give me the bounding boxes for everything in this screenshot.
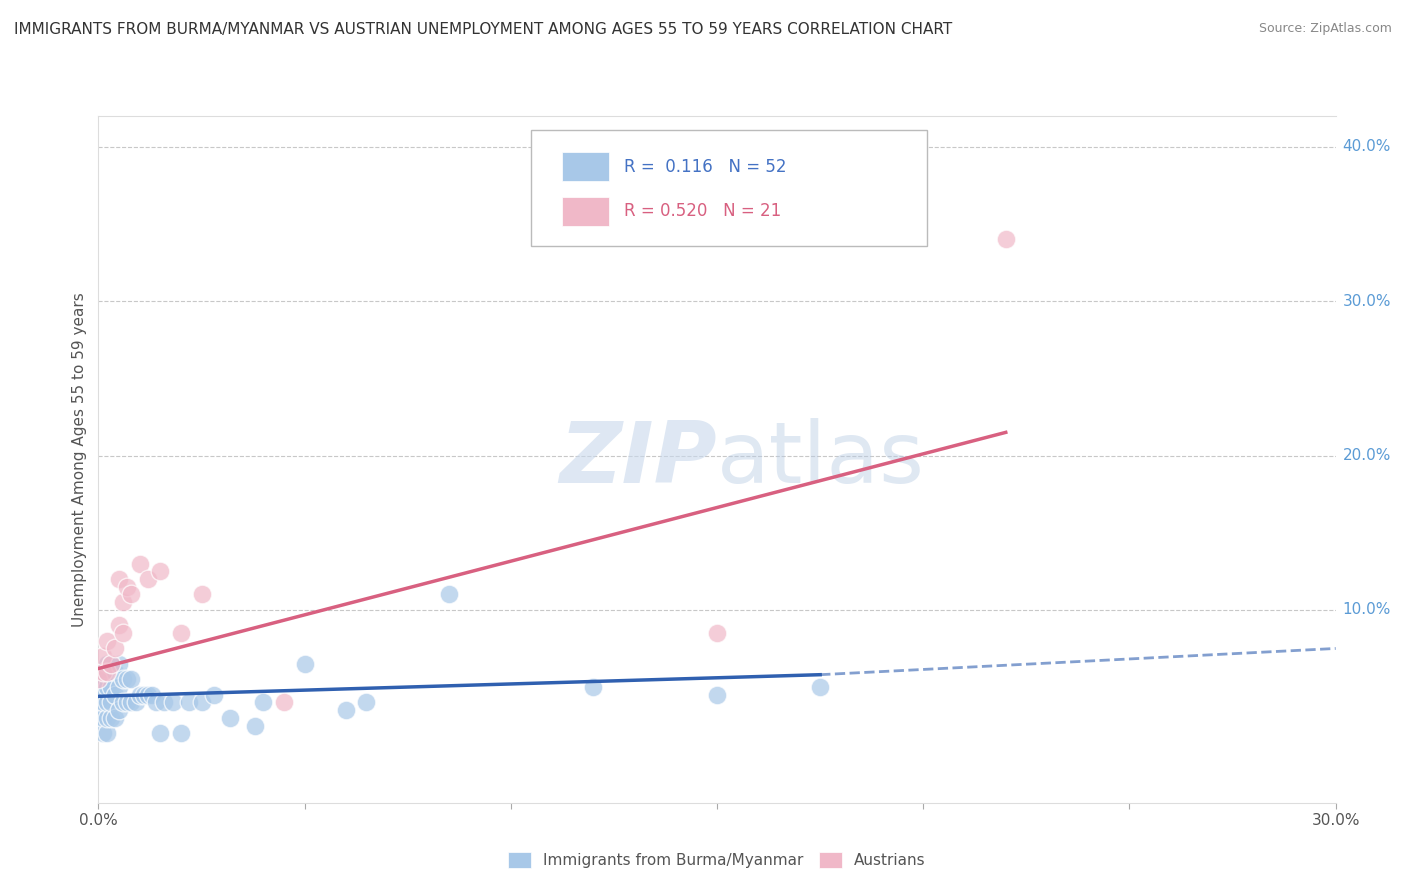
Point: [120, 587, 142, 601]
Point: [141, 688, 163, 702]
Text: Source: ZipAtlas.com: Source: ZipAtlas.com: [1258, 22, 1392, 36]
Point: [124, 696, 146, 710]
Point: [117, 696, 139, 710]
FancyBboxPatch shape: [531, 129, 928, 246]
Point: [100, 657, 122, 671]
Text: 40.0%: 40.0%: [1343, 139, 1391, 154]
Point: [273, 696, 295, 710]
Point: [582, 680, 605, 694]
Text: R = 0.520   N = 21: R = 0.520 N = 21: [624, 202, 782, 220]
Point: [91, 649, 114, 664]
Point: [108, 657, 131, 671]
Point: [87, 673, 110, 687]
Point: [145, 696, 167, 710]
Point: [252, 696, 274, 710]
Point: [117, 673, 139, 687]
Point: [117, 580, 139, 594]
Point: [162, 696, 184, 710]
Point: [136, 688, 159, 702]
Point: [190, 696, 212, 710]
Point: [149, 726, 172, 740]
Point: [170, 626, 193, 640]
Point: [91, 696, 114, 710]
Point: [112, 626, 135, 640]
Point: [170, 726, 193, 740]
Point: [202, 688, 225, 702]
Point: [108, 680, 131, 694]
Point: [128, 688, 150, 702]
Text: IMMIGRANTS FROM BURMA/MYANMAR VS AUSTRIAN UNEMPLOYMENT AMONG AGES 55 TO 59 YEARS: IMMIGRANTS FROM BURMA/MYANMAR VS AUSTRIA…: [14, 22, 952, 37]
Point: [294, 657, 316, 671]
Point: [100, 680, 122, 694]
Point: [132, 688, 155, 702]
Point: [112, 673, 135, 687]
Point: [112, 595, 135, 609]
Text: atlas: atlas: [717, 417, 925, 501]
Point: [243, 718, 266, 732]
Point: [808, 680, 831, 694]
Point: [100, 657, 122, 671]
Text: 10.0%: 10.0%: [1343, 602, 1391, 617]
FancyBboxPatch shape: [562, 197, 609, 226]
Text: R =  0.116   N = 52: R = 0.116 N = 52: [624, 158, 787, 176]
Point: [96, 726, 118, 740]
Point: [108, 572, 131, 586]
Point: [190, 587, 212, 601]
Point: [91, 680, 114, 694]
Point: [104, 641, 127, 656]
FancyBboxPatch shape: [562, 153, 609, 181]
Point: [128, 557, 150, 571]
Point: [179, 696, 201, 710]
Point: [87, 680, 110, 694]
Point: [96, 680, 118, 694]
Point: [149, 564, 172, 578]
Point: [994, 232, 1017, 246]
Point: [153, 696, 176, 710]
Text: ZIP: ZIP: [560, 417, 717, 501]
Legend: Immigrants from Burma/Myanmar, Austrians: Immigrants from Burma/Myanmar, Austrians: [502, 846, 932, 874]
Text: 20.0%: 20.0%: [1343, 448, 1391, 463]
Point: [120, 673, 142, 687]
Point: [100, 711, 122, 725]
Point: [706, 626, 728, 640]
Point: [112, 696, 135, 710]
Point: [91, 711, 114, 725]
Point: [356, 696, 378, 710]
Point: [96, 657, 118, 671]
Point: [87, 696, 110, 710]
Point: [91, 665, 114, 679]
Point: [91, 726, 114, 740]
Point: [136, 572, 159, 586]
Point: [91, 665, 114, 679]
Point: [104, 688, 127, 702]
Point: [96, 711, 118, 725]
Point: [96, 665, 118, 679]
Point: [96, 633, 118, 648]
Text: 30.0%: 30.0%: [1343, 293, 1391, 309]
Point: [104, 665, 127, 679]
Point: [706, 688, 728, 702]
Point: [108, 703, 131, 717]
Y-axis label: Unemployment Among Ages 55 to 59 years: Unemployment Among Ages 55 to 59 years: [72, 292, 87, 627]
Point: [104, 711, 127, 725]
Point: [437, 587, 460, 601]
Point: [100, 696, 122, 710]
Point: [96, 696, 118, 710]
Point: [120, 696, 142, 710]
Point: [335, 703, 357, 717]
Point: [108, 618, 131, 632]
Point: [87, 711, 110, 725]
Point: [219, 711, 242, 725]
